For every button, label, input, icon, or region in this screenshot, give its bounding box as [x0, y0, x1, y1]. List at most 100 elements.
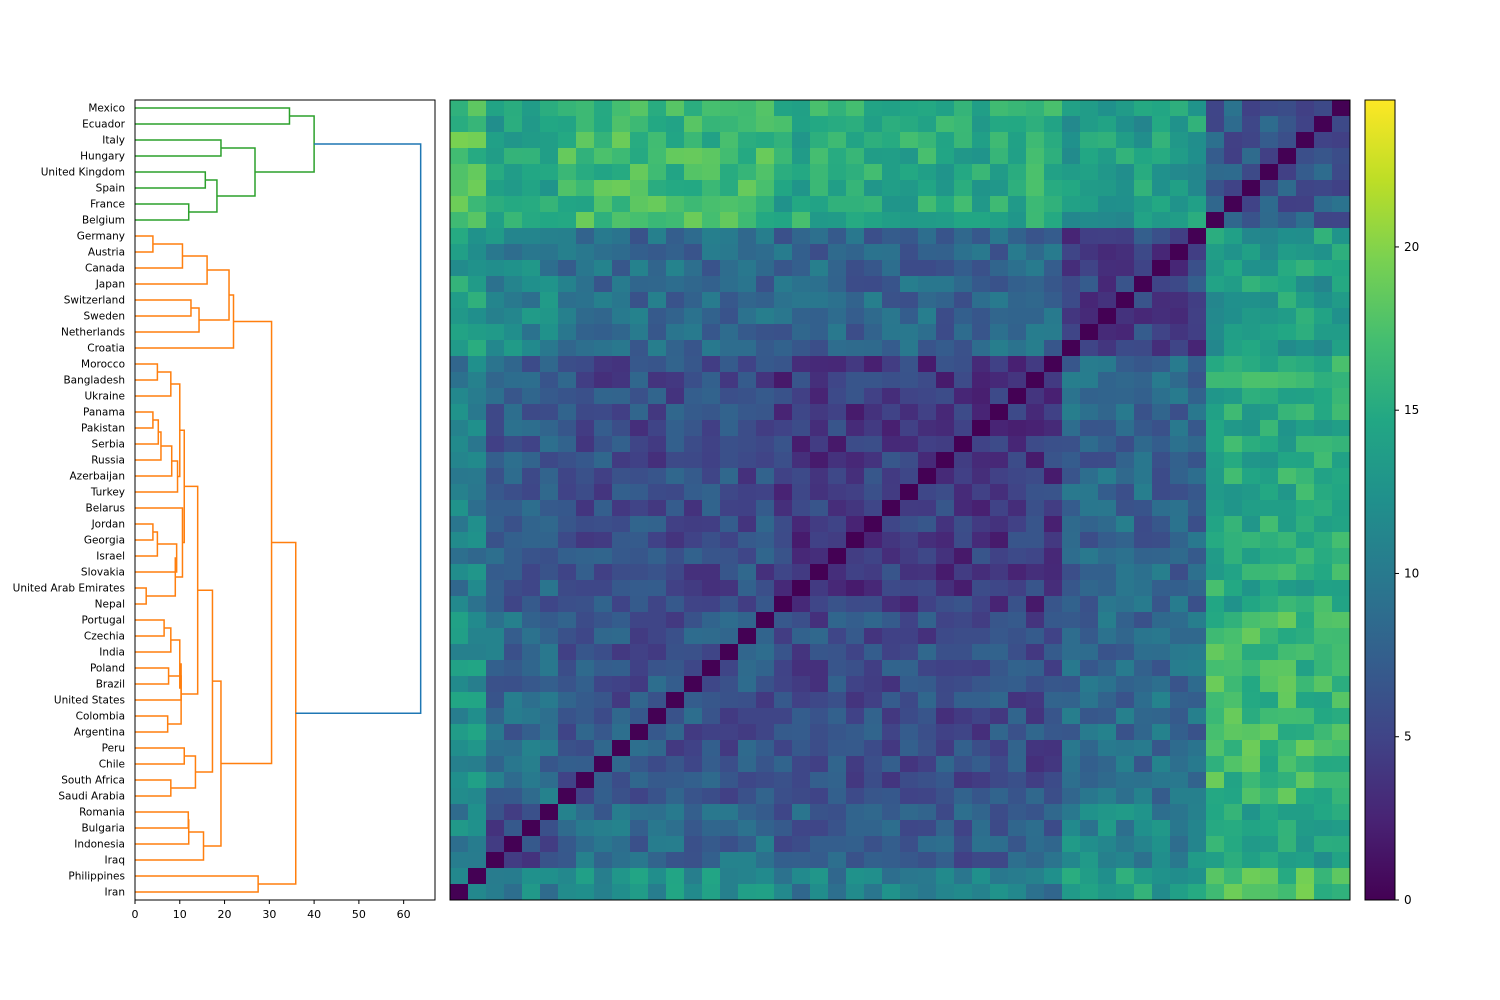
heatmap-cell — [774, 772, 793, 789]
heatmap-cell — [702, 516, 721, 533]
heatmap-cell — [792, 772, 811, 789]
heatmap-cell — [486, 276, 505, 293]
heatmap-cell — [936, 612, 955, 629]
heatmap-cell — [558, 564, 577, 581]
heatmap-cell — [630, 340, 649, 357]
heatmap-cell — [900, 164, 919, 181]
heatmap-cell — [1152, 580, 1171, 597]
heatmap-cell — [1062, 308, 1081, 325]
heatmap-cell — [522, 772, 541, 789]
heatmap-cell — [558, 196, 577, 213]
heatmap-cell — [468, 804, 487, 821]
heatmap-cell — [756, 148, 775, 165]
heatmap-cell — [918, 596, 937, 613]
heatmap-cell — [522, 788, 541, 805]
heatmap-cell — [702, 212, 721, 229]
heatmap-cell — [666, 372, 685, 389]
heatmap-cell — [828, 772, 847, 789]
heatmap-cell — [1026, 132, 1045, 149]
heatmap-cell — [1206, 596, 1225, 613]
heatmap-cell — [540, 388, 559, 405]
heatmap-cell — [1188, 564, 1207, 581]
heatmap-cell — [1008, 660, 1027, 677]
heatmap-cell — [1098, 340, 1117, 357]
heatmap-cell — [684, 836, 703, 853]
heatmap-cell — [666, 164, 685, 181]
heatmap-cell — [738, 708, 757, 725]
heatmap-cell — [828, 580, 847, 597]
heatmap-cell — [1134, 484, 1153, 501]
heatmap-cell — [936, 788, 955, 805]
heatmap-cell — [666, 836, 685, 853]
heatmap-cell — [864, 532, 883, 549]
heatmap-cell — [738, 820, 757, 837]
heatmap-cell — [1314, 836, 1333, 853]
heatmap-cell — [1152, 756, 1171, 773]
heatmap-cell — [1278, 724, 1297, 741]
heatmap-cell — [1206, 836, 1225, 853]
heatmap-cell — [738, 724, 757, 741]
heatmap-cell — [1188, 868, 1207, 885]
leaf-label: Peru — [102, 743, 125, 755]
heatmap-cell — [1314, 820, 1333, 837]
heatmap-cell — [1152, 548, 1171, 565]
heatmap-cell — [486, 228, 505, 245]
heatmap-cell — [1116, 452, 1135, 469]
heatmap-cell — [612, 548, 631, 565]
heatmap-cell — [1170, 612, 1189, 629]
heatmap-cell — [630, 148, 649, 165]
heatmap-cell — [702, 196, 721, 213]
heatmap-cell — [666, 404, 685, 421]
heatmap-cell — [1170, 148, 1189, 165]
heatmap-cell — [990, 324, 1009, 341]
heatmap-cell — [846, 548, 865, 565]
heatmap-cell — [864, 580, 883, 597]
heatmap-cell — [882, 260, 901, 277]
heatmap-cell — [1206, 740, 1225, 757]
heatmap-cell — [756, 724, 775, 741]
heatmap-cell — [1134, 292, 1153, 309]
heatmap-cell — [1044, 692, 1063, 709]
heatmap-cell — [486, 676, 505, 693]
heatmap-cell — [1170, 180, 1189, 197]
heatmap-cell — [774, 356, 793, 373]
heatmap-cell — [828, 564, 847, 581]
heatmap-cell — [486, 148, 505, 165]
heatmap-cell — [1008, 404, 1027, 421]
dendrogram-link — [255, 115, 315, 173]
heatmap-cell — [1224, 564, 1243, 581]
heatmap-cell — [558, 852, 577, 869]
heatmap-cell — [1026, 372, 1045, 389]
heatmap-cell — [1044, 324, 1063, 341]
heatmap-cell — [1314, 356, 1333, 373]
heatmap-cell — [558, 276, 577, 293]
heatmap-cell — [1296, 260, 1315, 277]
heatmap-cell — [1314, 532, 1333, 549]
heatmap-cell — [684, 884, 703, 901]
heatmap-cell — [900, 452, 919, 469]
heatmap-cell — [648, 852, 667, 869]
heatmap-cell — [846, 212, 865, 229]
heatmap-cell — [882, 836, 901, 853]
heatmap-cell — [954, 612, 973, 629]
heatmap-cell — [630, 660, 649, 677]
heatmap-cell — [720, 788, 739, 805]
heatmap-cell — [630, 484, 649, 501]
heatmap-cell — [1206, 820, 1225, 837]
heatmap-cell — [846, 756, 865, 773]
heatmap-cell — [846, 884, 865, 901]
heatmap-cell — [630, 276, 649, 293]
heatmap-cell — [918, 260, 937, 277]
heatmap-cell — [468, 852, 487, 869]
heatmap-cell — [1260, 340, 1279, 357]
heatmap-cell — [558, 388, 577, 405]
heatmap-cell — [1224, 100, 1243, 117]
heatmap-cell — [468, 788, 487, 805]
heatmap-cell — [1260, 180, 1279, 197]
heatmap-cell — [1296, 180, 1315, 197]
heatmap-cell — [702, 772, 721, 789]
heatmap-cell — [1314, 788, 1333, 805]
heatmap-cell — [648, 260, 667, 277]
heatmap-cell — [828, 100, 847, 117]
